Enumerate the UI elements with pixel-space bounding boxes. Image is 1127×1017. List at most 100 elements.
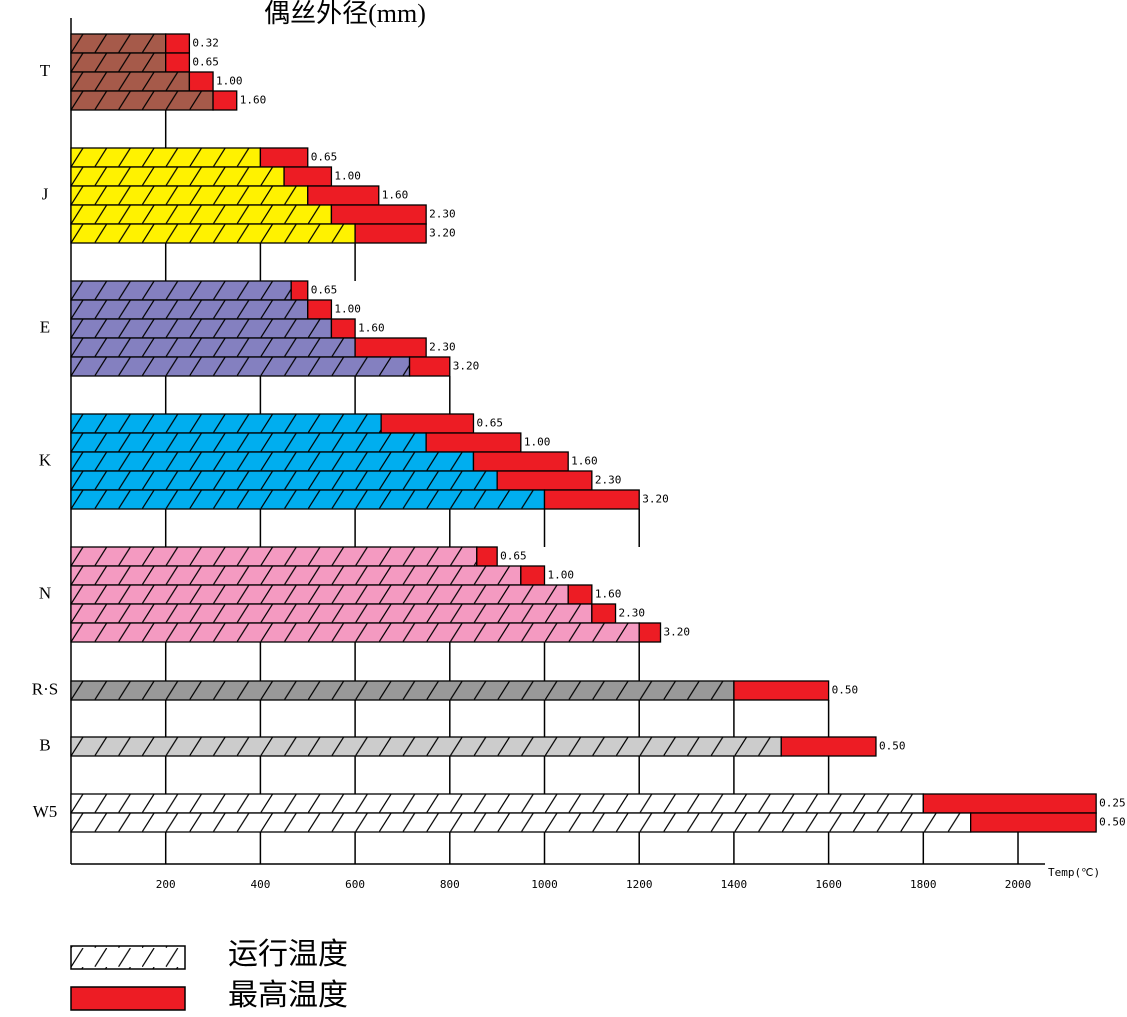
x-tick-label: 1600 [815,878,842,891]
operating-bar [70,204,333,225]
max-bar [638,622,662,643]
diameter-label: 3.20 [664,626,691,639]
diameter-label: 0.50 [1099,816,1126,829]
x-tick-label: 1400 [721,878,748,891]
max-bar [520,565,546,586]
diameter-label: 0.32 [192,37,219,50]
max-bar [476,546,498,567]
operating-bar [70,603,593,624]
operating-bar [70,793,924,814]
group-label: N [39,583,51,602]
max-bar [380,413,475,434]
x-tick-label: 200 [156,878,176,891]
diameter-label: 0.65 [476,417,503,430]
operating-bar [70,622,640,643]
operating-bar [70,565,522,586]
x-axis-label: Temp(℃) [1048,866,1100,879]
group-label: E [40,317,50,336]
operating-bar [70,413,382,434]
diameter-label: 1.60 [595,588,622,601]
diameter-label: 3.20 [429,227,456,240]
max-bar [307,185,380,206]
diameter-label: 1.60 [358,322,385,335]
x-tick-label: 800 [440,878,460,891]
operating-bar [70,280,292,301]
max-bar [472,451,569,472]
diameter-label: 0.25 [1099,797,1126,810]
max-bar [733,680,830,701]
operating-bar [70,489,546,510]
diameter-label: 0.50 [832,684,859,697]
diameter-label: 1.60 [240,94,267,107]
max-bar [283,166,333,187]
operating-bar [70,680,735,701]
diameter-label: 0.65 [192,56,219,69]
diameter-label: 1.00 [216,75,243,88]
max-bar [354,223,427,244]
max-bar [212,90,238,111]
operating-bar [70,337,356,358]
x-tick-label: 400 [250,878,270,891]
operating-bar [70,812,972,833]
operating-bar [70,432,427,453]
max-bar [780,736,877,757]
max-bar [543,489,640,510]
group-label: R·S [32,679,58,698]
operating-bar [70,52,167,73]
diameter-label: 0.65 [311,151,338,164]
max-bar [165,33,191,54]
diameter-label: 1.00 [548,569,575,582]
max-bar [165,52,191,73]
max-bar [259,147,309,168]
operating-bar [70,90,214,111]
legend-swatch [70,986,186,1011]
max-bar [425,432,522,453]
operating-bar [70,147,262,168]
diameter-label: 0.65 [500,550,527,563]
max-bar [591,603,617,624]
diameter-label: 0.65 [311,284,338,297]
diameter-label: 3.20 [642,493,669,506]
max-bar [188,71,214,92]
diameter-label: 2.30 [619,607,646,620]
group-label: J [42,184,49,203]
x-tick-label: 2000 [1005,878,1032,891]
operating-bar [70,318,333,339]
operating-bar [70,299,309,320]
operating-bar [70,451,475,472]
x-tick-label: 1800 [910,878,937,891]
operating-bar [70,185,309,206]
diameter-label: 1.00 [334,303,361,316]
group-label: K [39,450,52,469]
operating-bar [70,71,191,92]
max-bar [567,584,593,605]
x-tick-label: 600 [345,878,365,891]
operating-bar [70,736,782,757]
max-bar [408,356,451,377]
max-bar [354,337,427,358]
diameter-label: 0.50 [879,740,906,753]
operating-bar [70,546,478,567]
diameter-label: 1.00 [524,436,551,449]
x-tick-label: 1000 [531,878,558,891]
max-bar [970,812,1097,833]
operating-bar [70,33,167,54]
max-bar [330,318,356,339]
diameter-label: 2.30 [429,208,456,221]
operating-bar [70,470,498,491]
group-label: T [40,61,51,80]
x-tick-label: 1200 [626,878,653,891]
operating-bar [70,356,411,377]
group-label: B [39,735,50,754]
max-bar [307,299,333,320]
max-bar [290,280,309,301]
diameter-label: 1.60 [382,189,409,202]
max-bar [496,470,593,491]
diameter-label: 2.30 [595,474,622,487]
diameter-label: 2.30 [429,341,456,354]
operating-bar [70,584,569,605]
diameter-label: 1.00 [334,170,361,183]
legend-label: 运行温度 [228,938,348,971]
max-bar [922,793,1097,814]
